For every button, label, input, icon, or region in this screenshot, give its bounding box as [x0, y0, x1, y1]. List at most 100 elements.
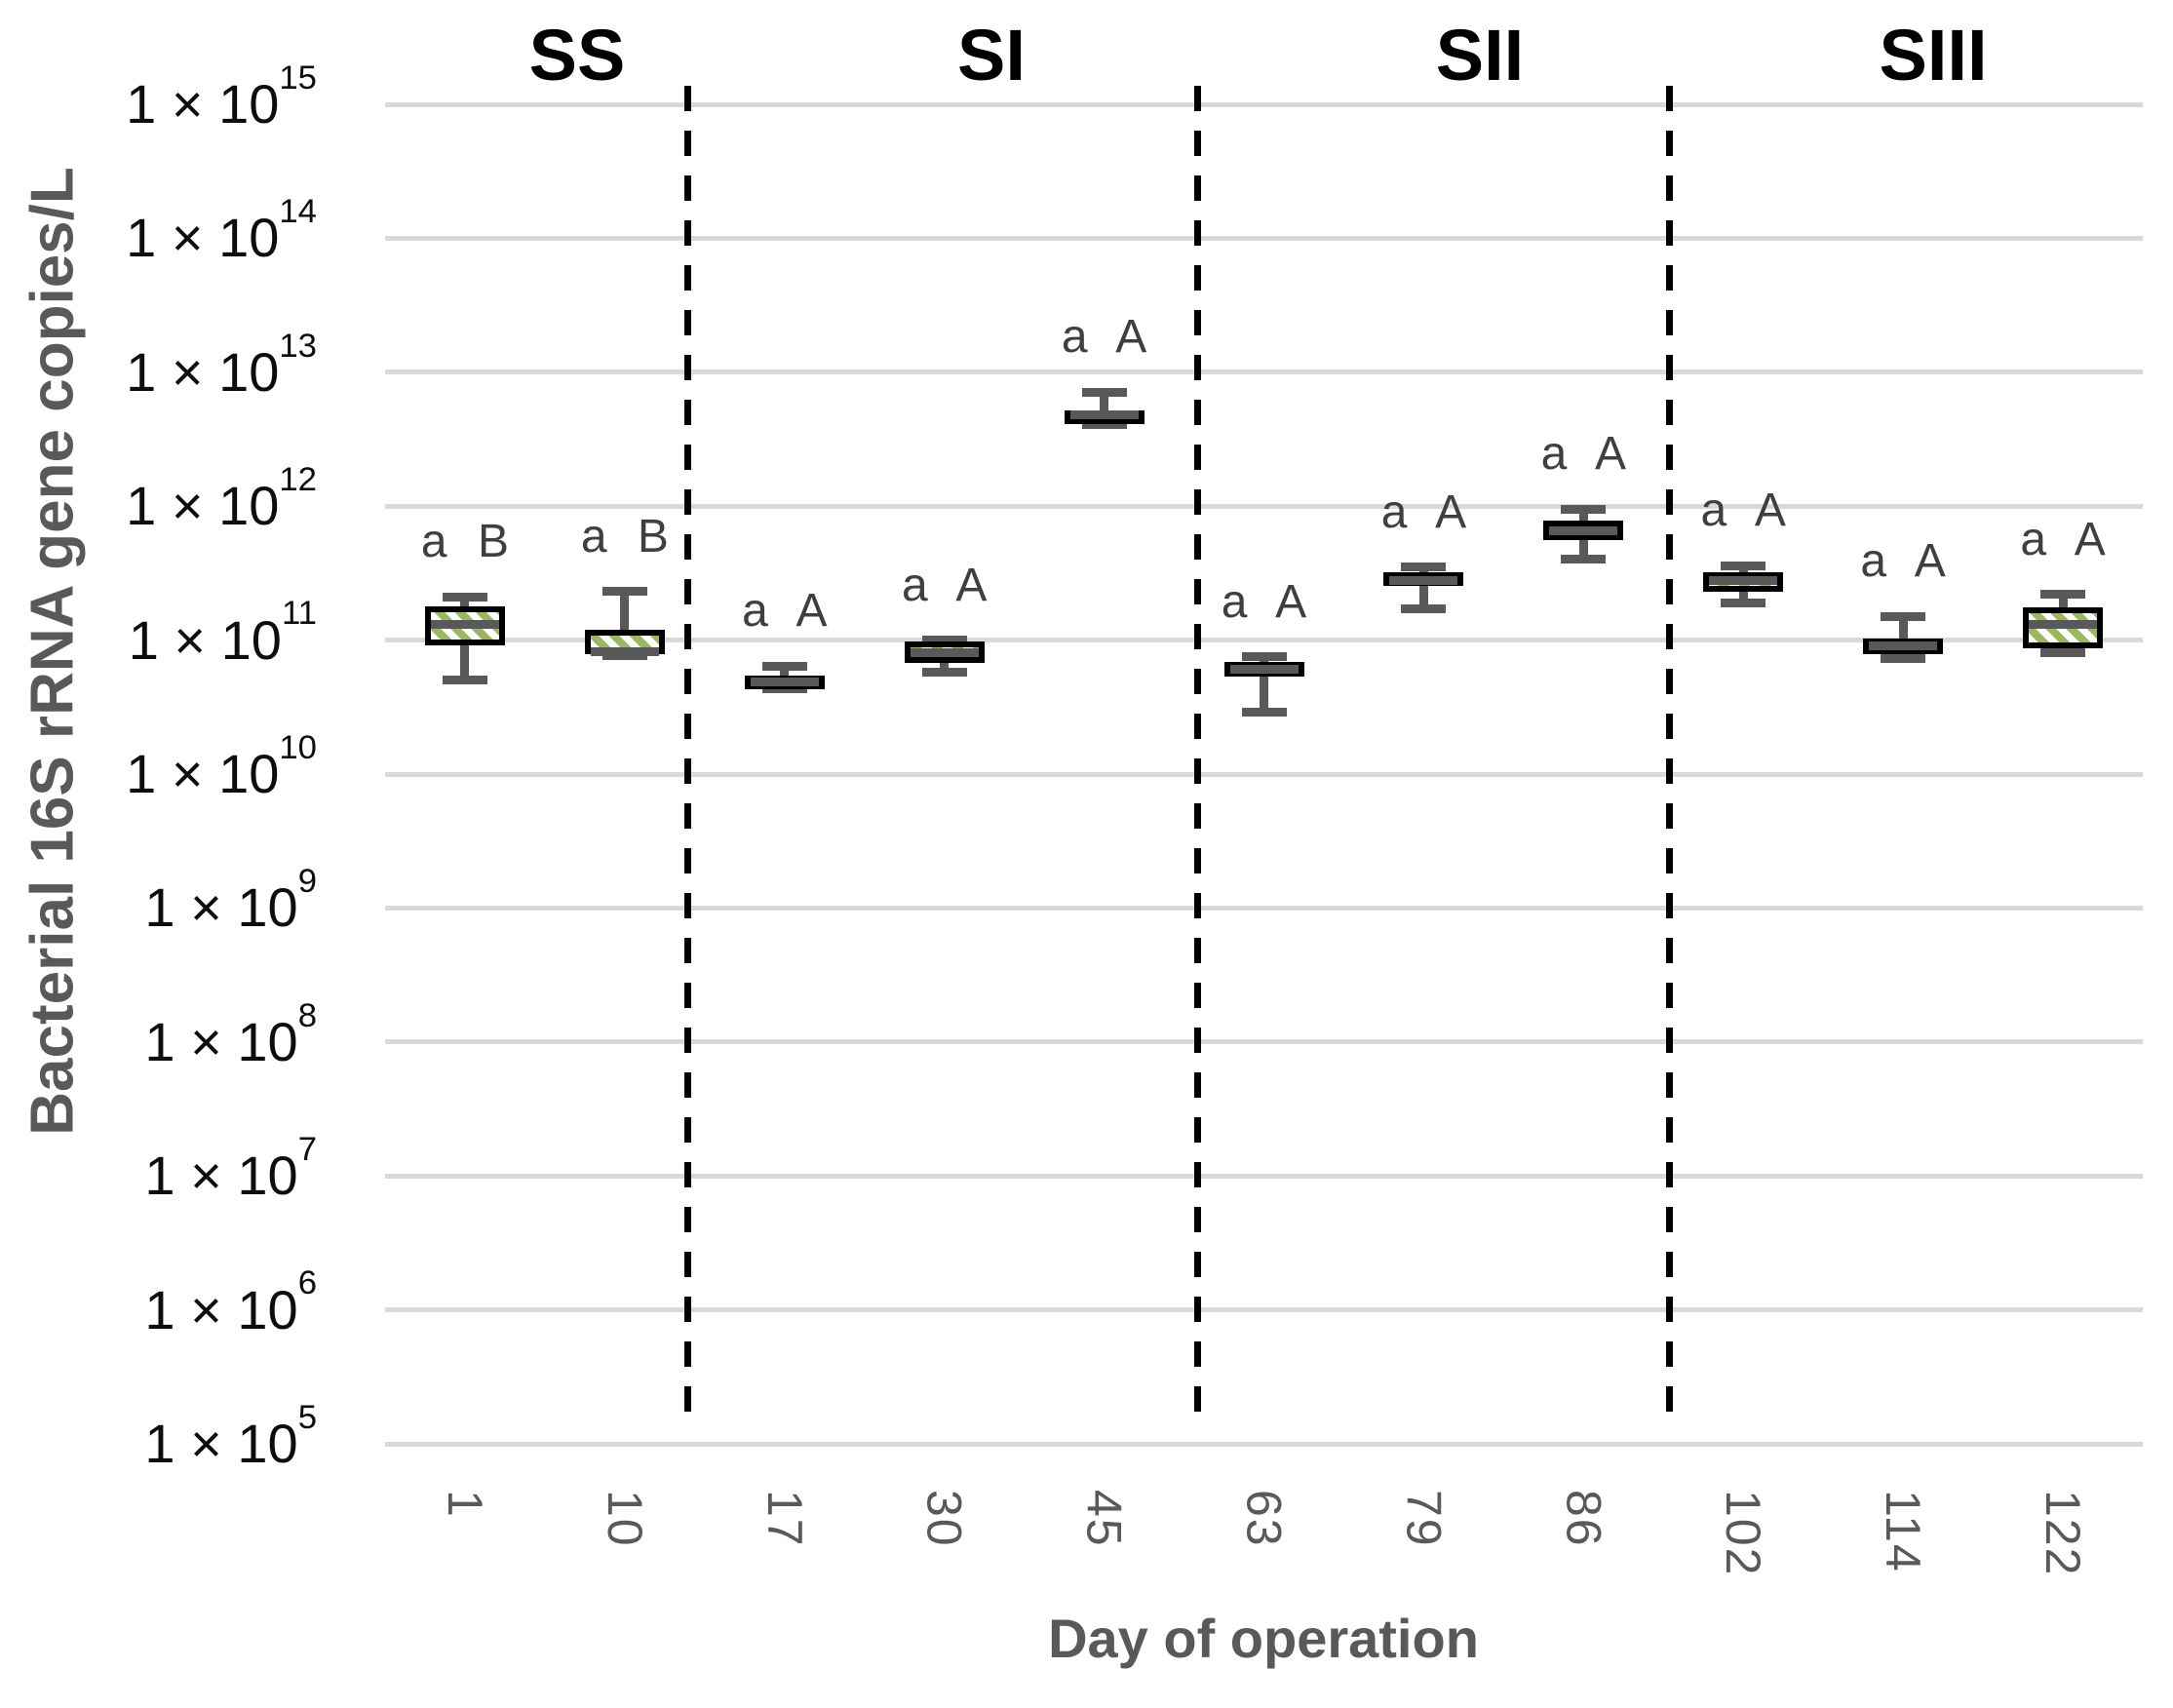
upper-whisker-day-17 [780, 666, 790, 677]
lower-whisker-day-102 [1738, 591, 1748, 603]
upper-whisker-cap-day-17 [761, 661, 807, 671]
y-tick-exponent: 13 [279, 327, 317, 365]
upper-whisker-day-114 [1898, 616, 1908, 639]
annotation-day-79: a A [1380, 485, 1467, 538]
lower-whisker-cap-day-122 [2040, 648, 2086, 658]
median-day-122 [2029, 620, 2098, 630]
x-tick-label-day-17: 17 [757, 1490, 812, 1548]
y-tick-base: 1 × 10 [144, 1010, 298, 1072]
y-gridline-1e5 [385, 1441, 2143, 1447]
upper-whisker-cap-day-30 [921, 636, 967, 645]
y-tick-label-1e9: 1 × 109 [68, 865, 317, 941]
y-tick-label-1e12: 1 × 1012 [68, 463, 317, 539]
upper-whisker-cap-day-10 [601, 587, 647, 597]
median-day-102 [1709, 575, 1778, 585]
x-tick-label-day-30: 30 [916, 1490, 972, 1548]
upper-whisker-day-1 [460, 597, 470, 606]
y-tick-label-1e8: 1 × 108 [68, 998, 317, 1075]
annotation-day-10: a B [580, 510, 669, 563]
x-tick-label-day-122: 122 [2036, 1490, 2091, 1577]
lower-whisker-day-1 [460, 644, 470, 680]
x-tick-label-day-114: 114 [1876, 1490, 1931, 1573]
annotation-day-45: a A [1061, 311, 1147, 364]
median-day-114 [1869, 640, 1938, 650]
upper-whisker-day-86 [1578, 509, 1588, 521]
y-tick-exponent: 12 [279, 460, 317, 498]
y-tick-exponent: 10 [279, 728, 317, 766]
y-tick-base: 1 × 10 [126, 475, 280, 537]
upper-whisker-day-10 [620, 591, 630, 630]
section-header-ss: SS [528, 15, 626, 96]
y-gridline-1e9 [385, 905, 2143, 911]
annotation-day-30: a A [901, 559, 988, 611]
y-tick-exponent: 14 [279, 193, 317, 231]
y-gridline-1e12 [385, 503, 2143, 509]
lower-whisker-cap-day-30 [921, 667, 967, 677]
x-axis-title: Day of operation [1048, 1608, 1479, 1669]
y-tick-base: 1 × 10 [126, 340, 280, 403]
y-gridline-1e13 [385, 369, 2143, 375]
annotation-day-122: a A [2020, 513, 2106, 565]
lower-whisker-cap-day-63 [1241, 707, 1287, 717]
y-tick-base: 1 × 10 [144, 876, 298, 939]
section-header-sii: SII [1435, 15, 1525, 96]
y-tick-base: 1 × 10 [126, 73, 280, 135]
y-tick-label-1e13: 1 × 1013 [68, 329, 317, 406]
y-tick-base: 1 × 10 [144, 1145, 298, 1207]
y-gridline-1e6 [385, 1307, 2143, 1313]
upper-whisker-cap-day-114 [1881, 611, 1926, 621]
y-tick-label-1e15: 1 × 1015 [68, 60, 317, 137]
y-tick-label-1e7: 1 × 107 [68, 1133, 317, 1209]
y-gridline-1e10 [385, 771, 2143, 777]
x-tick-label-day-86: 86 [1556, 1490, 1611, 1548]
median-day-1 [430, 620, 499, 630]
upper-whisker-cap-day-122 [2040, 590, 2086, 600]
lower-whisker-day-79 [1418, 584, 1428, 609]
lower-whisker-cap-day-79 [1401, 604, 1447, 614]
upper-whisker-day-122 [2058, 594, 2068, 607]
upper-whisker-cap-day-45 [1081, 387, 1127, 397]
median-day-17 [750, 677, 819, 686]
median-day-45 [1069, 410, 1139, 420]
section-header-si: SI [957, 15, 1026, 96]
y-tick-label-1e14: 1 × 1014 [68, 195, 317, 271]
y-tick-base: 1 × 10 [126, 743, 280, 804]
annotation-day-102: a A [1700, 485, 1786, 537]
upper-whisker-day-45 [1100, 392, 1109, 410]
y-tick-exponent: 5 [297, 1398, 317, 1436]
x-tick-label-day-1: 1 [437, 1490, 492, 1519]
y-tick-exponent: 6 [297, 1264, 317, 1302]
annotation-day-63: a A [1221, 575, 1307, 628]
y-tick-label-1e10: 1 × 1010 [68, 730, 317, 807]
lower-whisker-day-30 [940, 662, 950, 673]
y-gridline-1e14 [385, 235, 2143, 241]
annotation-day-1: a B [420, 516, 509, 568]
median-day-10 [590, 646, 659, 656]
section-divider-1 [683, 86, 691, 1421]
y-tick-exponent: 15 [279, 58, 317, 97]
y-tick-base: 1 × 10 [126, 207, 280, 269]
y-tick-label-1e11: 1 × 1011 [68, 597, 317, 674]
y-gridline-1e11 [385, 638, 2143, 643]
lower-whisker-cap-day-45 [1081, 419, 1127, 429]
median-day-79 [1389, 575, 1458, 585]
annotation-day-86: a A [1540, 428, 1627, 481]
y-tick-base: 1 × 10 [144, 1413, 298, 1474]
y-tick-base: 1 × 10 [128, 608, 282, 671]
lower-whisker-cap-day-86 [1561, 555, 1607, 564]
section-divider-3 [1665, 86, 1673, 1421]
lower-whisker-day-63 [1260, 677, 1268, 713]
annotation-day-17: a A [742, 585, 828, 638]
y-gridline-1e15 [385, 101, 2143, 107]
median-day-86 [1549, 526, 1618, 536]
x-tick-label-day-63: 63 [1236, 1490, 1292, 1548]
y-tick-exponent: 11 [281, 595, 317, 633]
x-tick-label-day-102: 102 [1716, 1490, 1771, 1577]
upper-whisker-cap-day-86 [1561, 504, 1607, 514]
y-tick-exponent: 7 [297, 1130, 317, 1168]
y-gridline-1e8 [385, 1039, 2143, 1045]
section-divider-2 [1193, 86, 1201, 1421]
annotation-day-114: a A [1860, 535, 1946, 588]
